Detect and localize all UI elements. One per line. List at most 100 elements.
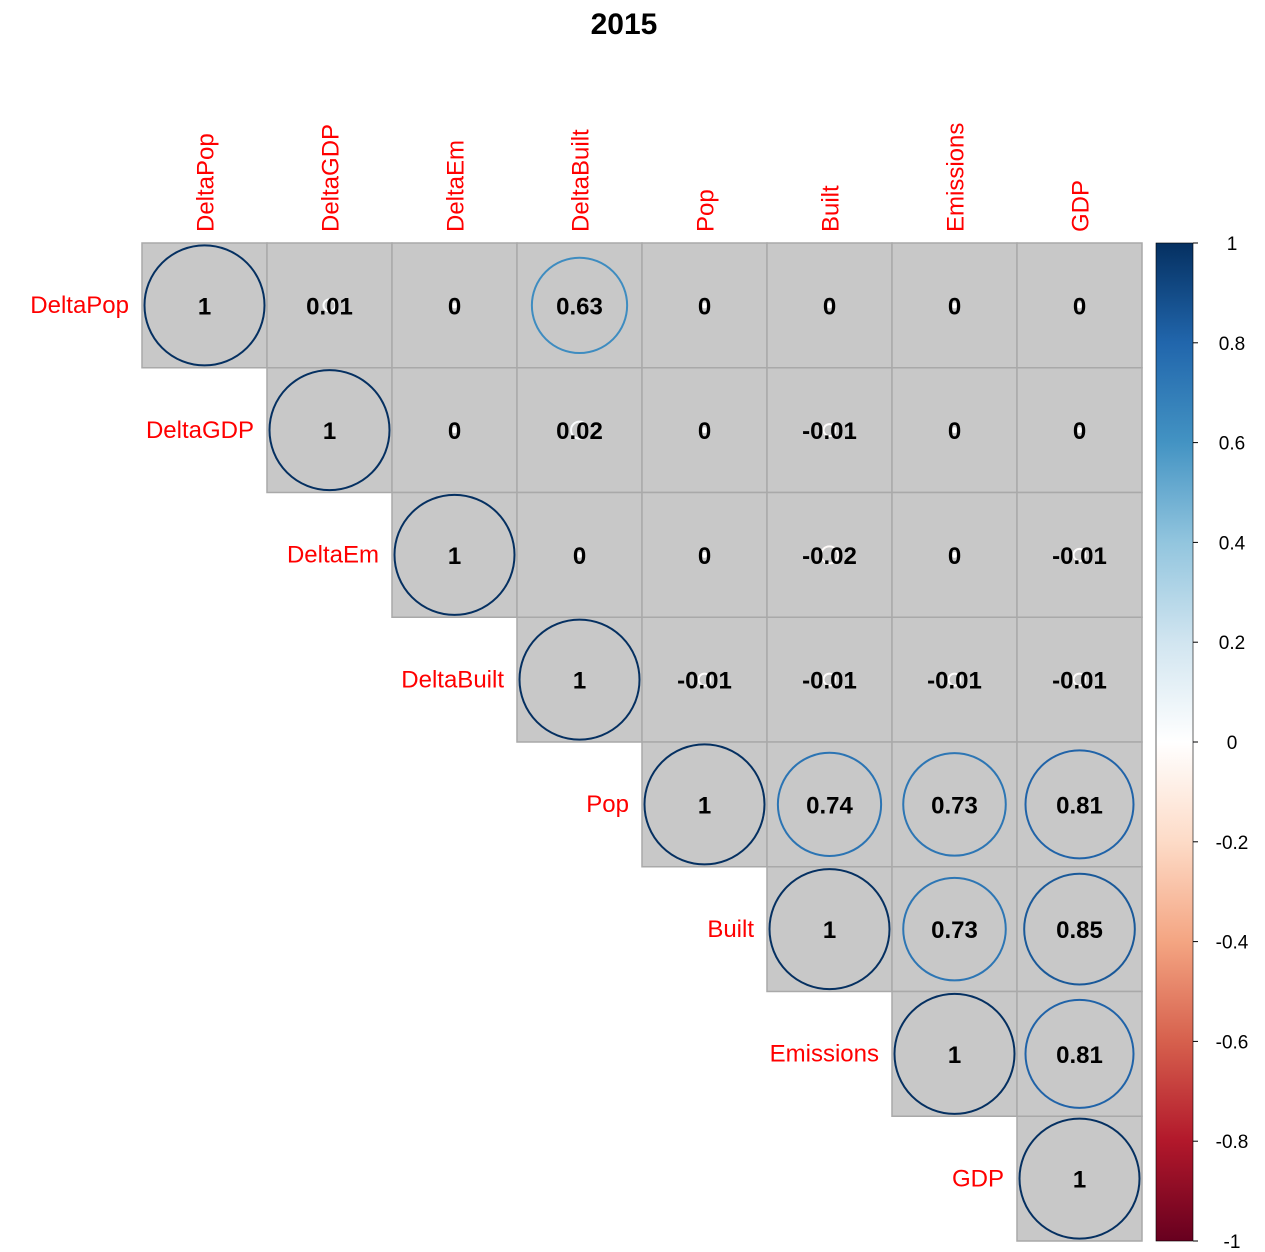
correlation-value: -0.01 (927, 668, 982, 695)
cell-DeltaPop-DeltaPop: 1 (142, 243, 267, 368)
column-label-DeltaBuilt: DeltaBuilt (568, 129, 595, 232)
colorbar-tick-label: -1 (1224, 1232, 1241, 1252)
correlation-value: 0.73 (931, 792, 978, 819)
colorbar-tick-label: -0.8 (1216, 1132, 1249, 1153)
column-label-Pop: Pop (693, 189, 720, 232)
cell-DeltaEm-Emissions: 0 (892, 493, 1017, 618)
cell-DeltaPop-Pop: 0 (642, 243, 767, 368)
cell-DeltaPop-Emissions: 0 (892, 243, 1017, 368)
colorbar-tick-label: -0.6 (1216, 1032, 1249, 1053)
cell-DeltaBuilt-Built: -0.01 (767, 617, 892, 742)
cell-DeltaGDP-Built: -0.01 (767, 368, 892, 493)
correlation-cells: 1 0.01 0 0.63 0 0 0 0 1 0 0.02 0 -0.01 0 0 1 0 0 -0.02 0 -0.… (142, 243, 1142, 1241)
colorbar-tick-label: 0.6 (1219, 434, 1245, 455)
cell-Built-Built: 1 (767, 867, 892, 992)
correlation-value: 0.74 (806, 792, 853, 819)
correlation-value: 1 (698, 792, 711, 819)
cell-Built-Emissions: 0.73 (892, 867, 1017, 992)
correlation-value: 0.02 (556, 418, 603, 445)
cell-DeltaEm-Built: -0.02 (767, 493, 892, 618)
correlation-value: 0 (1073, 418, 1086, 445)
colorbar-tick-label: 0.2 (1219, 633, 1245, 654)
correlation-value: -0.02 (802, 543, 857, 570)
row-label-Built: Built (707, 916, 754, 943)
correlation-value: 1 (948, 1042, 961, 1069)
colorbar-tick-label: 0 (1227, 733, 1238, 754)
correlation-value: 1 (1073, 1167, 1086, 1194)
cell-DeltaEm-DeltaBuilt: 0 (517, 493, 642, 618)
cell-Emissions-Emissions: 1 (892, 992, 1017, 1117)
cell-DeltaPop-Built: 0 (767, 243, 892, 368)
column-label-DeltaEm: DeltaEm (443, 140, 470, 232)
correlation-value: 0.73 (931, 917, 978, 944)
cell-DeltaPop-DeltaEm: 0 (392, 243, 517, 368)
correlation-value: 0 (448, 293, 461, 320)
correlation-value: 0 (948, 543, 961, 570)
row-label-DeltaPop: DeltaPop (30, 292, 129, 319)
column-label-Emissions: Emissions (943, 123, 970, 232)
correlation-value: 0 (1073, 293, 1086, 320)
correlation-value: 0 (698, 293, 711, 320)
cell-Pop-GDP: 0.81 (1017, 742, 1142, 867)
cell-DeltaGDP-Emissions: 0 (892, 368, 1017, 493)
colorbar-ticks: 1 0.8 0.6 0.4 0.2 0 -0.2 -0.4 -0.6 -0.8 -1 (1193, 234, 1249, 1252)
row-label-GDP: GDP (952, 1165, 1004, 1192)
cell-DeltaGDP-DeltaEm: 0 (392, 368, 517, 493)
cell-DeltaGDP-GDP: 0 (1017, 368, 1142, 493)
column-labels: DeltaPop DeltaGDP DeltaEm DeltaBuilt Pop Buil… (193, 123, 1095, 232)
colorbar: 1 0.8 0.6 0.4 0.2 0 -0.2 -0.4 -0.6 -0.8 -1 (1156, 234, 1249, 1252)
cell-Pop-Built: 0.74 (767, 742, 892, 867)
colorbar-tick-label: 0.4 (1219, 533, 1246, 554)
cell-DeltaGDP-DeltaBuilt: 0.02 (517, 368, 642, 493)
cell-DeltaEm-DeltaEm: 1 (392, 493, 517, 618)
cell-DeltaBuilt-Emissions: -0.01 (892, 617, 1017, 742)
cell-Built-GDP: 0.85 (1017, 867, 1142, 992)
correlation-value: 0.85 (1056, 917, 1103, 944)
correlation-value: 1 (323, 418, 336, 445)
cell-Pop-Emissions: 0.73 (892, 742, 1017, 867)
correlation-value: 1 (573, 668, 586, 695)
cell-DeltaBuilt-DeltaBuilt: 1 (517, 617, 642, 742)
cell-DeltaBuilt-GDP: -0.01 (1017, 617, 1142, 742)
column-label-DeltaPop: DeltaPop (193, 133, 220, 232)
correlation-value: 1 (823, 917, 836, 944)
correlation-value: 1 (198, 293, 211, 320)
row-label-Pop: Pop (586, 791, 629, 818)
colorbar-tick-label: -0.4 (1216, 933, 1249, 954)
row-label-DeltaBuilt: DeltaBuilt (401, 666, 504, 693)
colorbar-tick-label: 1 (1227, 234, 1238, 255)
cell-Pop-Pop: 1 (642, 742, 767, 867)
cell-DeltaPop-GDP: 0 (1017, 243, 1142, 368)
row-label-DeltaGDP: DeltaGDP (146, 417, 254, 444)
correlation-value: 0.01 (306, 293, 353, 320)
cell-DeltaPop-DeltaBuilt: 0.63 (517, 243, 642, 368)
correlation-value: -0.01 (677, 668, 732, 695)
cell-DeltaBuilt-Pop: -0.01 (642, 617, 767, 742)
correlation-value: 0.81 (1056, 792, 1103, 819)
correlation-value: 0 (823, 293, 836, 320)
correlation-value: 0.81 (1056, 1042, 1103, 1069)
correlation-value: -0.01 (802, 668, 857, 695)
colorbar-tick-label: 0.8 (1219, 334, 1245, 355)
correlation-value: 0 (448, 418, 461, 445)
colorbar-tick-label: -0.2 (1216, 833, 1249, 854)
column-label-DeltaGDP: DeltaGDP (318, 124, 345, 232)
cell-GDP-GDP: 1 (1017, 1116, 1142, 1241)
row-label-Emissions: Emissions (770, 1041, 879, 1068)
correlation-value: 0 (698, 418, 711, 445)
column-label-Built: Built (818, 185, 845, 232)
column-label-GDP: GDP (1068, 180, 1095, 232)
correlation-value: 0 (573, 543, 586, 570)
correlation-value: 0 (948, 418, 961, 445)
correlation-value: 1 (448, 543, 461, 570)
cell-DeltaGDP-DeltaGDP: 1 (267, 368, 392, 493)
correlation-value: 0 (948, 293, 961, 320)
correlation-value: 0 (698, 543, 711, 570)
chart-title: 2015 (591, 8, 658, 41)
row-label-DeltaEm: DeltaEm (287, 542, 379, 569)
cell-Emissions-GDP: 0.81 (1017, 992, 1142, 1117)
correlation-value: 0.63 (556, 293, 603, 320)
correlation-value: -0.01 (802, 418, 857, 445)
correlation-value: -0.01 (1052, 668, 1107, 695)
cell-DeltaEm-GDP: -0.01 (1017, 493, 1142, 618)
